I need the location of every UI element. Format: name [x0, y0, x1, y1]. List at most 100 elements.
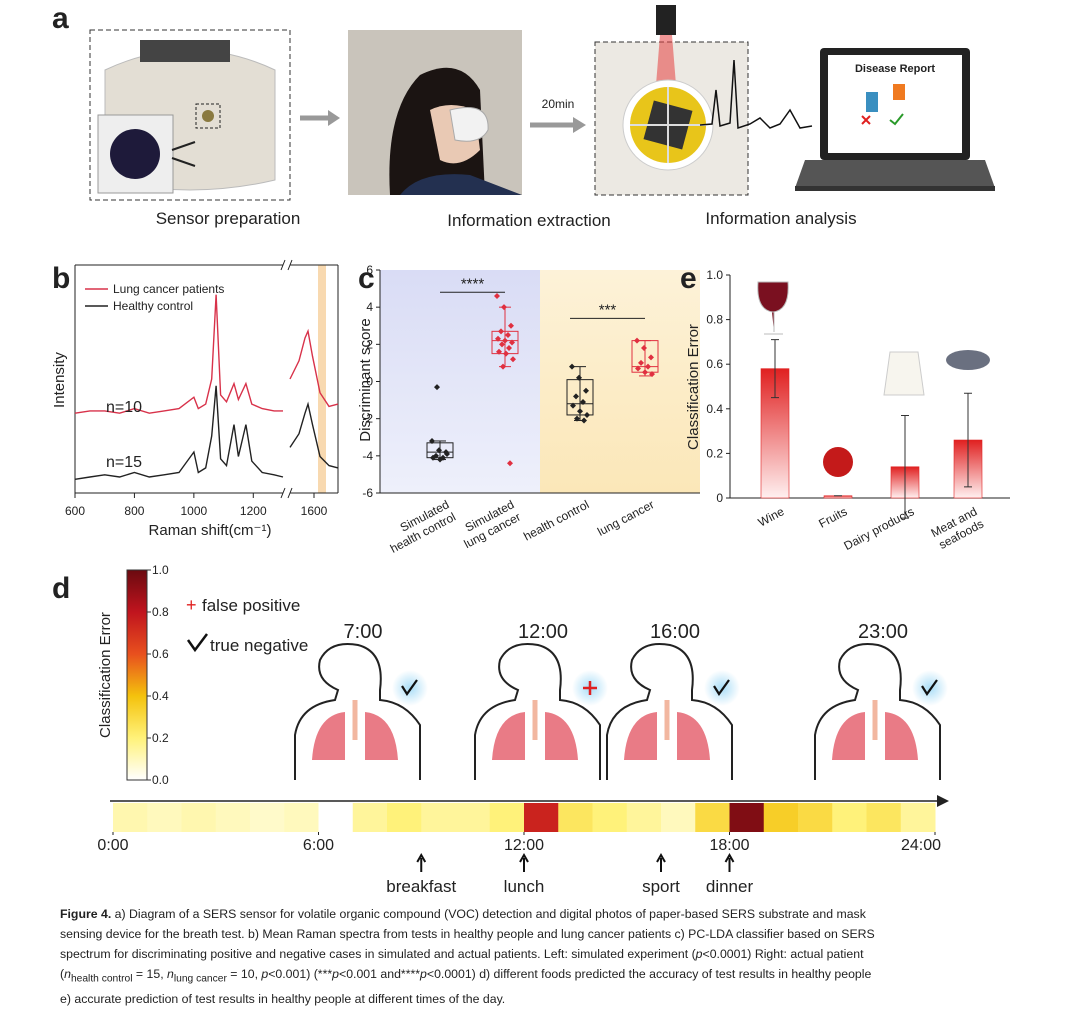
panel-label: e [680, 262, 697, 295]
background [380, 270, 540, 493]
point [509, 339, 515, 346]
x-tick-label: 800 [124, 504, 144, 518]
caption: Figure 4. a) Diagram of a SERS sensor fo… [60, 904, 1070, 1009]
icon-wine [757, 281, 789, 335]
lungs [312, 712, 398, 760]
report-title: Disease Report [855, 63, 935, 75]
y-tick-label: 0 [716, 491, 723, 505]
y-tick-label: 2 [366, 337, 373, 351]
caption-text: <0.001) (*** [268, 967, 333, 981]
heat-cell [387, 803, 422, 832]
y-tick-label: 0.4 [706, 402, 723, 416]
legend-label: false positive [202, 596, 300, 615]
y-tick-label: -4 [362, 449, 373, 463]
caption-text: sensing device for the breath test. b) M… [60, 927, 875, 941]
highlight-band [318, 265, 326, 493]
heat-cell [592, 803, 628, 832]
heat-cell [558, 803, 593, 832]
x-tick-label: 1600 [301, 504, 328, 518]
y-tick-label: 0.2 [706, 446, 723, 460]
category-line: Fruits [816, 504, 849, 530]
caption-text: <0.001 and**** [339, 967, 421, 981]
y-tick-label: 4 [366, 300, 373, 314]
caption-text: health control [70, 973, 133, 985]
colorbar-tick-label: 0.0 [152, 773, 169, 787]
heat-cell [489, 803, 525, 832]
heat-cell [661, 803, 696, 832]
heat-cell [832, 803, 867, 832]
check-mark [401, 679, 418, 696]
colorbar-label: Classification Error [97, 612, 114, 738]
point [505, 332, 511, 339]
caption-line: Figure 4. a) Diagram of a SERS sensor fo… [60, 904, 1070, 924]
caption-text: ( [60, 967, 65, 981]
point [581, 417, 587, 424]
caption-text: = 10, [226, 967, 262, 981]
lungs [832, 712, 918, 760]
event-arrow [724, 852, 735, 872]
y-axis-label: Intensity [51, 352, 68, 408]
category-label: Dairy products [842, 504, 917, 553]
step-label: Information analysis [705, 209, 856, 228]
heat-cell [524, 803, 559, 832]
caption-line: sensing device for the breath test. b) M… [60, 924, 1070, 944]
category-label: Fruits [816, 504, 849, 530]
y-tick-label: 0.6 [706, 357, 723, 371]
point [496, 348, 502, 355]
event-arrow [656, 852, 666, 872]
point [583, 387, 589, 394]
x-tick-label: 18:00 [709, 837, 749, 854]
caption-text: a) Diagram of a SERS sensor for volatile… [111, 907, 866, 921]
y-tick-label: 6 [366, 263, 373, 277]
point [645, 363, 651, 370]
heat-cell [318, 803, 354, 832]
event-label: breakfast [386, 877, 456, 896]
plus-mark [583, 681, 597, 695]
caption-text: = 15, [132, 967, 168, 981]
category-label: Wine [756, 504, 787, 529]
people-art [294, 643, 948, 780]
y-axis-label: Classification Error [685, 324, 702, 450]
x-tick-label: 6:00 [303, 837, 334, 854]
point [499, 341, 505, 348]
annotation: n=10 [106, 399, 142, 416]
event-label: dinner [706, 877, 754, 896]
time-label: 20min [542, 97, 575, 111]
x-tick-label: 24:00 [901, 837, 941, 854]
point [498, 328, 504, 335]
panel-label: d [52, 572, 70, 605]
x-tick-label: 1000 [181, 504, 208, 518]
caption-text: <0.0001) Right: actual patient [702, 947, 864, 961]
caption-text: Figure 4. [60, 907, 112, 921]
event-arrow [416, 852, 427, 872]
category-label: Simulatedhealth control [381, 497, 458, 556]
colorbar [126, 569, 148, 781]
caption-line: (nhealth control = 15, nlung cancer = 10… [60, 964, 1070, 989]
x-axis-label: Raman shift(cm⁻¹) [149, 522, 272, 539]
x-tick-label: 1200 [240, 504, 267, 518]
point [634, 337, 640, 344]
time-arrow [937, 795, 949, 807]
icon-seafood [946, 350, 990, 370]
x-tick-label: 12:00 [504, 837, 544, 854]
category-line: health control [521, 497, 591, 543]
heat-cell [147, 803, 182, 832]
category-line: Wine [756, 504, 787, 529]
caption-text: p [695, 947, 703, 961]
y-tick-label: 0 [366, 375, 373, 389]
caption-text: e) accurate prediction of test results i… [60, 992, 506, 1007]
point [507, 460, 513, 467]
point [429, 437, 435, 444]
caption-text: n [167, 967, 174, 981]
significance: **** [461, 275, 485, 292]
y-tick-label: -2 [362, 412, 373, 426]
error-bar [901, 414, 909, 519]
spectrum-line [74, 385, 339, 480]
y-tick-label: 1.0 [706, 268, 723, 282]
heat-cell [284, 803, 319, 832]
significance: *** [599, 301, 617, 318]
panel-a-art [89, 5, 995, 201]
background [540, 270, 700, 493]
heat-cell [181, 803, 217, 832]
figure: a Sensor preparation Information extractio… [51, 2, 1010, 896]
